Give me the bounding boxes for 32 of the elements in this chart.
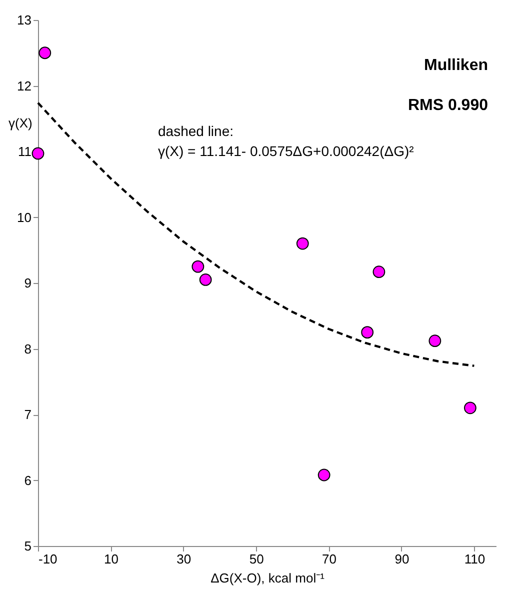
y-tick-label: 12 bbox=[17, 78, 32, 94]
x-tick-label: 30 bbox=[176, 552, 192, 566]
y-tick-label: 11 bbox=[18, 144, 32, 159]
y-tick-label: 9 bbox=[24, 276, 32, 290]
point bbox=[428, 334, 442, 348]
y-tick-label: 7 bbox=[24, 407, 32, 422]
annotation: γ(X) = 11.141- 0.0575ΔG+0.000242(ΔG)² bbox=[158, 143, 414, 159]
point bbox=[32, 147, 44, 160]
point bbox=[464, 402, 476, 414]
point bbox=[361, 326, 374, 338]
y-tick-label: 10 bbox=[17, 210, 32, 225]
x-tick-label: -10 bbox=[38, 552, 58, 566]
point bbox=[199, 274, 212, 286]
point bbox=[296, 237, 309, 250]
x-tick-label: 110 bbox=[464, 552, 486, 566]
x-tick-label: 10 bbox=[104, 552, 118, 566]
annotation: dashed line: bbox=[158, 123, 234, 139]
y-tick-label: 6 bbox=[24, 472, 32, 488]
point bbox=[372, 266, 386, 278]
x-tick-label: 50 bbox=[249, 552, 264, 566]
point bbox=[192, 260, 204, 273]
x-axis-title: ΔG(X-O), kcal mol⁻¹ bbox=[210, 570, 326, 586]
y-tick-label: 13 bbox=[17, 12, 32, 28]
y-tick-label: 5 bbox=[24, 538, 32, 554]
annotation: RMS 0.990 bbox=[408, 97, 488, 114]
point bbox=[318, 468, 330, 482]
y-tick-label: 8 bbox=[24, 341, 32, 356]
x-tick-label: 90 bbox=[394, 552, 410, 566]
y-axis-title: γ(X) bbox=[8, 116, 32, 130]
x-tick-label: 70 bbox=[322, 552, 337, 566]
point bbox=[38, 46, 52, 60]
annotation: Mulliken bbox=[424, 57, 488, 74]
